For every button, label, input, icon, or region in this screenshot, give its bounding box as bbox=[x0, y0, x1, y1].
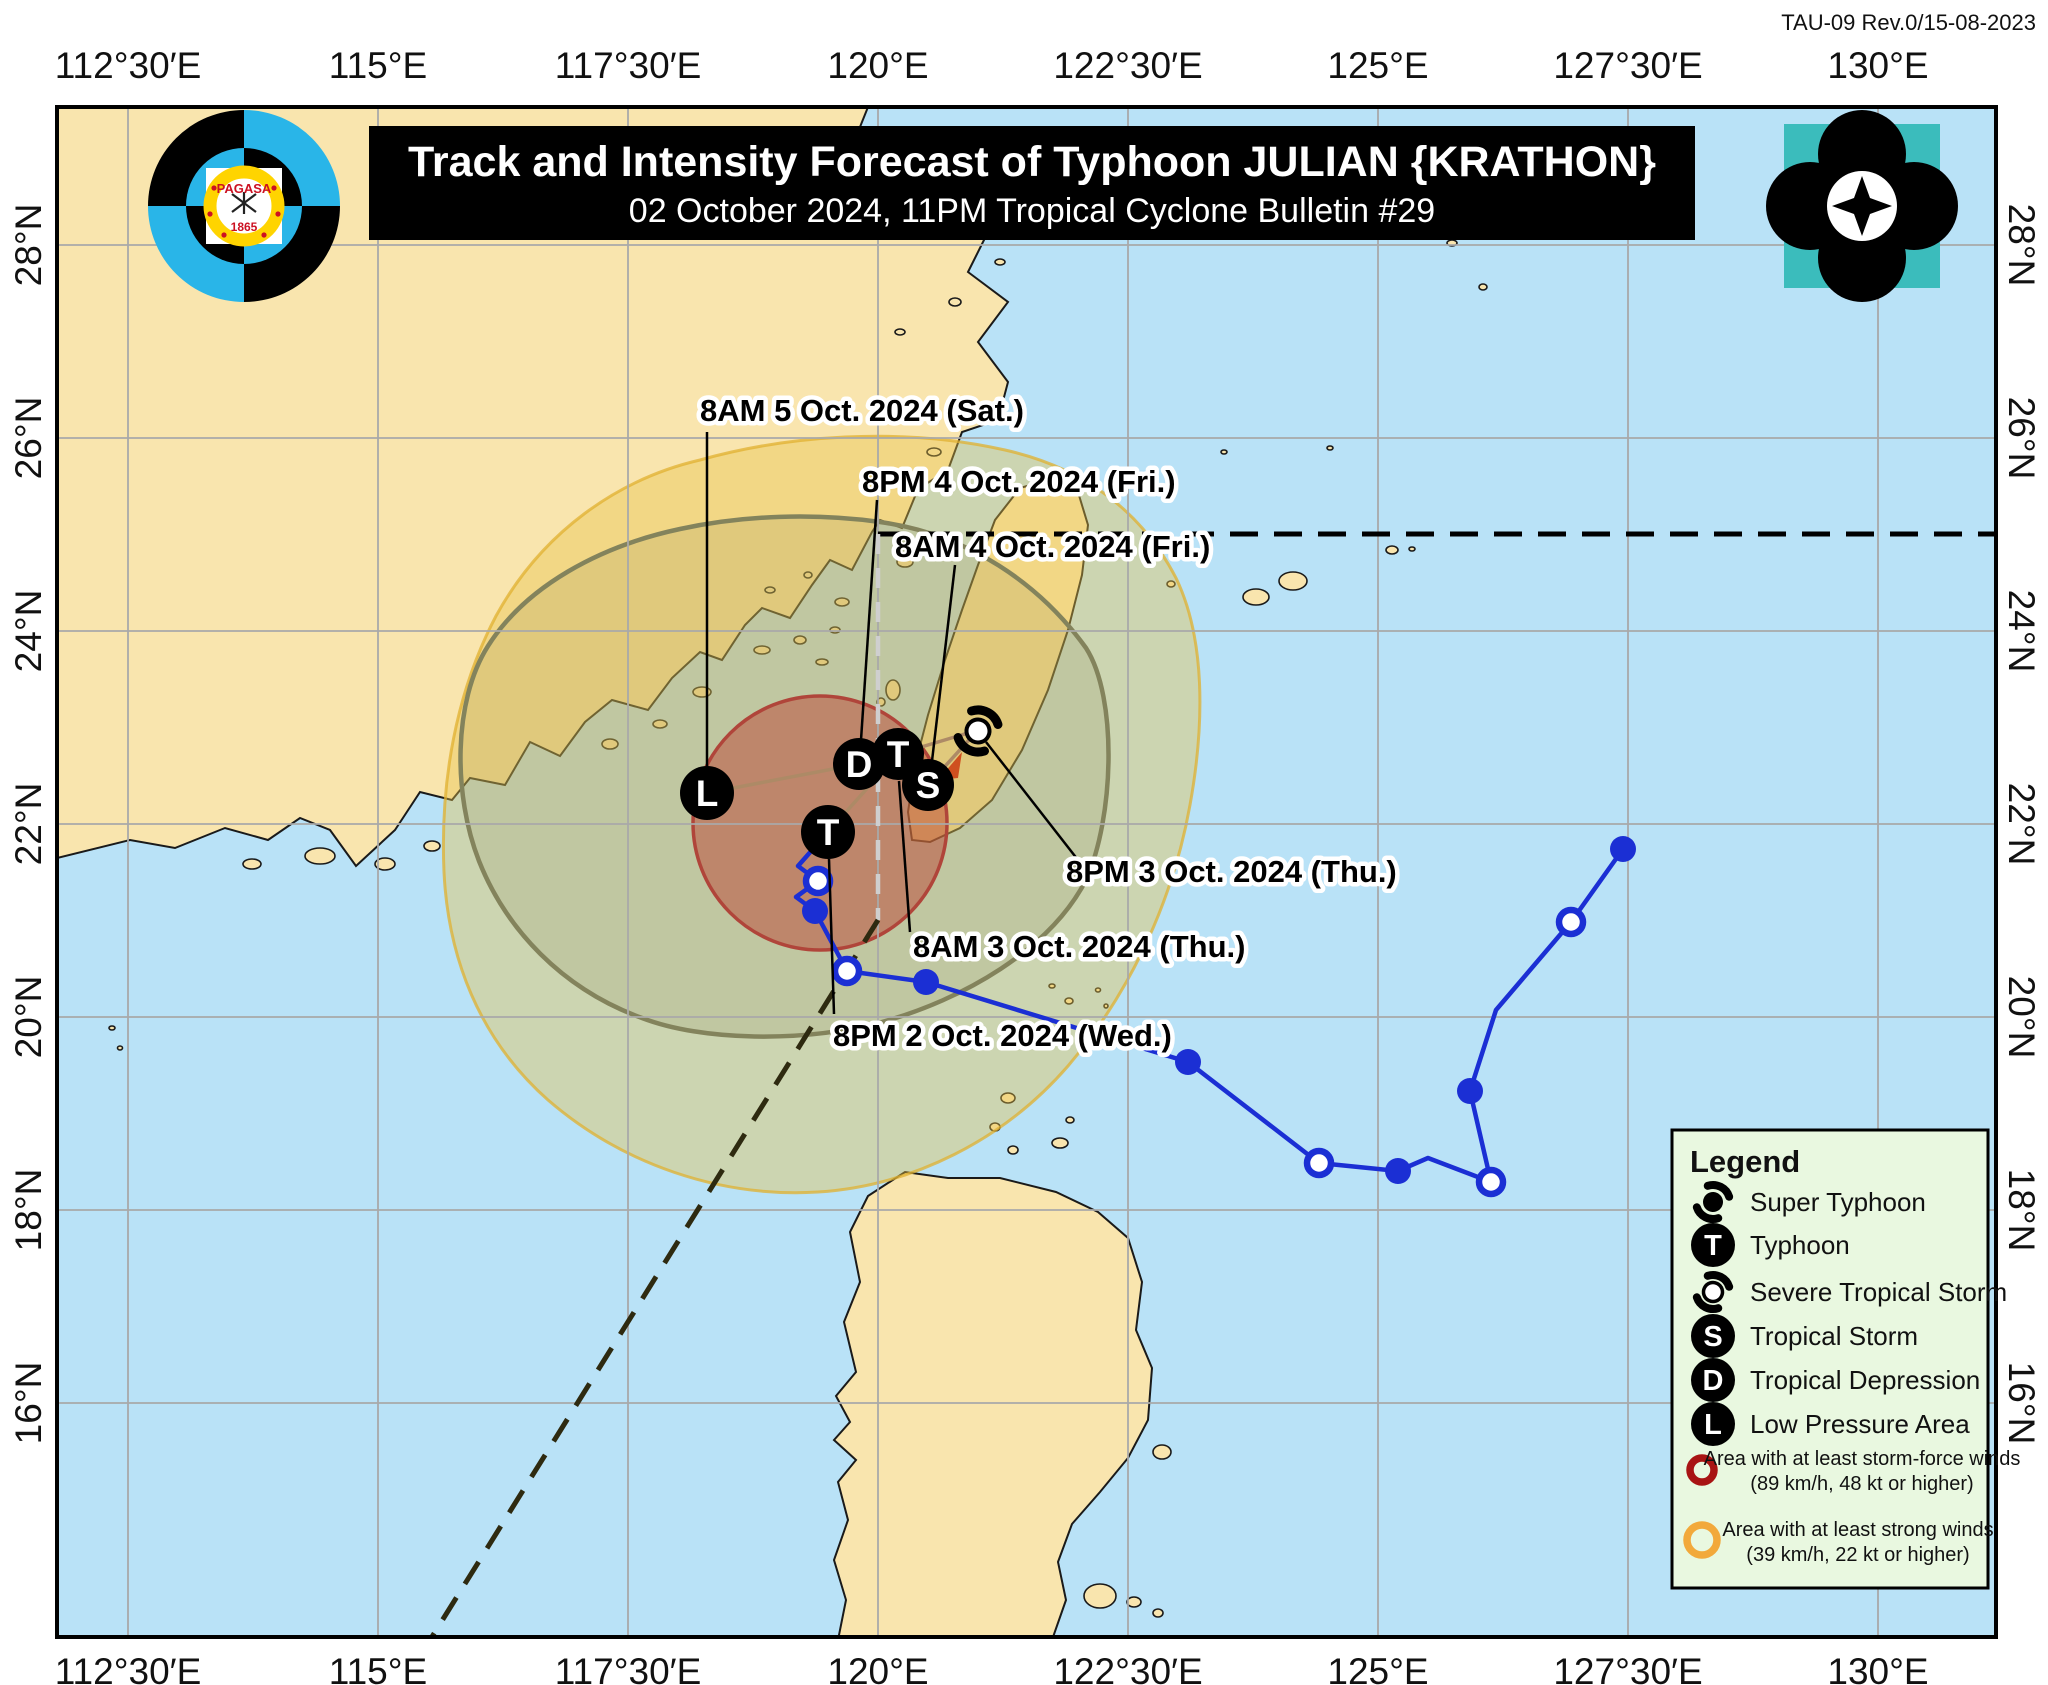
title-line1: Track and Intensity Forecast of Typhoon … bbox=[408, 138, 1656, 186]
legend-typhoon-icon bbox=[1691, 1223, 1735, 1267]
lat-label: 16°N bbox=[2001, 1362, 2042, 1445]
label-8pm-4-oct: 8PM 4 Oct. 2024 (Fri.) bbox=[862, 464, 1176, 499]
lon-label: 125°E bbox=[1327, 1651, 1428, 1685]
label-8pm-3-oct: 8PM 3 Oct. 2024 (Thu.) bbox=[1066, 854, 1397, 889]
legend-item-ts: Tropical Storm bbox=[1750, 1321, 1918, 1351]
lon-label: 122°30′E bbox=[1053, 45, 1202, 86]
axis-latitude-right: 28°N 26°N 24°N 22°N 20°N 18°N 16°N bbox=[2001, 204, 2042, 1445]
legend-ts-letter: S bbox=[1703, 1321, 1722, 1353]
marker-letter-d: D bbox=[846, 744, 873, 785]
lat-label: 28°N bbox=[8, 204, 49, 287]
legend-item-typhoon: Typhoon bbox=[1750, 1230, 1850, 1260]
axis-longitude-bottom: 112°30′E 115°E 117°30′E 120°E 122°30′E 1… bbox=[55, 1651, 1929, 1685]
legend-item-lpa: Low Pressure Area bbox=[1750, 1409, 1970, 1439]
legend-item-super-typhoon: Super Typhoon bbox=[1750, 1187, 1926, 1217]
dost-petals bbox=[1766, 110, 1958, 302]
dost-star-icon bbox=[1832, 176, 1892, 236]
legend-ts-icon bbox=[1691, 1314, 1735, 1358]
legend-strong-wind-ring-icon bbox=[1683, 1521, 1721, 1559]
legend-storm-force-ring-icon bbox=[1686, 1454, 1718, 1486]
lat-label: 24°N bbox=[2001, 590, 2042, 673]
lat-label: 18°N bbox=[8, 1169, 49, 1252]
marker-td-8pm4: D bbox=[833, 738, 885, 790]
lon-label: 115°E bbox=[329, 45, 427, 86]
legend-box bbox=[1670, 1128, 1990, 1590]
marker-lpa-8am5: L bbox=[680, 766, 734, 820]
legend-strong-wind-line1: Area with at least strong winds bbox=[1722, 1519, 1993, 1541]
pagasa-logo: PAGASA 1865 bbox=[148, 110, 340, 302]
lat-label: 16°N bbox=[8, 1362, 49, 1445]
lat-label: 22°N bbox=[8, 783, 49, 866]
label-8am-5-oct: 8AM 5 Oct. 2024 (Sat.) bbox=[700, 393, 1024, 428]
map-frame bbox=[55, 105, 1998, 1639]
legend: Legend Super Typhoon T Typhoon Severe Tr… bbox=[1670, 1128, 2021, 1590]
dost-logo bbox=[1766, 110, 1958, 302]
lon-label: 120°E bbox=[827, 1651, 928, 1685]
marker-letter-s: S bbox=[916, 765, 941, 806]
legend-lpa-icon bbox=[1691, 1402, 1735, 1446]
legend-title: Legend bbox=[1690, 1144, 1800, 1179]
title-line2: 02 October 2024, 11PM Tropical Cyclone B… bbox=[629, 192, 1435, 230]
marker-sts-8pm3-icon bbox=[953, 705, 1003, 757]
luzon-island bbox=[832, 1170, 1154, 1637]
lon-label: 127°30′E bbox=[1553, 45, 1702, 86]
marker-letter-l: L bbox=[696, 773, 719, 814]
history-points-filled bbox=[802, 836, 1636, 1184]
legend-super-typhoon-icon bbox=[1692, 1181, 1734, 1223]
axis-longitude-top: 112°30′E 115°E 117°30′E 120°E 122°30′E 1… bbox=[55, 45, 1929, 86]
pagasa-arrows-icon bbox=[231, 192, 257, 214]
legend-storm-force-line2: (89 km/h, 48 kt or higher) bbox=[1750, 1473, 1973, 1495]
lat-label: 26°N bbox=[8, 397, 49, 480]
lon-label: 122°30′E bbox=[1053, 1651, 1202, 1685]
legend-item-sts: Severe Tropical Storm bbox=[1750, 1277, 2007, 1307]
label-8am-4-oct: 8AM 4 Oct. 2024 (Fri.) bbox=[895, 529, 1210, 564]
lon-label: 125°E bbox=[1327, 45, 1428, 86]
lon-label: 120°E bbox=[827, 45, 928, 86]
lon-label: 127°30′E bbox=[1553, 1651, 1702, 1685]
lat-label: 24°N bbox=[8, 590, 49, 673]
legend-strong-wind-line2: (39 km/h, 22 kt or higher) bbox=[1746, 1544, 1969, 1566]
marker-letter-t-fcst: T bbox=[887, 734, 910, 775]
history-points-open bbox=[802, 865, 1587, 1198]
legend-sts-icon bbox=[1692, 1271, 1734, 1313]
gridlines bbox=[57, 107, 1996, 1637]
legend-typhoon-letter: T bbox=[1704, 1230, 1722, 1262]
pagasa-year: 1865 bbox=[231, 220, 258, 234]
axis-latitude-left: 28°N 26°N 24°N 22°N 20°N 18°N 16°N bbox=[8, 204, 49, 1445]
lat-label: 20°N bbox=[8, 976, 49, 1059]
legend-item-td: Tropical Depression bbox=[1750, 1365, 1980, 1395]
lat-label: 18°N bbox=[2001, 1169, 2042, 1252]
small-islands bbox=[108, 182, 1488, 1618]
lon-label: 130°E bbox=[1827, 45, 1928, 86]
lon-label: 117°30′E bbox=[555, 45, 702, 86]
lon-label: 130°E bbox=[1827, 1651, 1928, 1685]
revision-note: TAU-09 Rev.0/15-08-2023 bbox=[1781, 10, 2036, 35]
lat-label: 22°N bbox=[2001, 783, 2042, 866]
lat-label: 20°N bbox=[2001, 976, 2042, 1059]
lat-label: 26°N bbox=[2001, 397, 2042, 480]
map-area: 8AM 5 Oct. 2024 (Sat.) 8PM 4 Oct. 2024 (… bbox=[57, 107, 1996, 1637]
lat-label: 28°N bbox=[2001, 204, 2042, 287]
pagasa-name: PAGASA bbox=[217, 181, 272, 196]
lon-label: 115°E bbox=[329, 1651, 427, 1685]
par-boundary bbox=[428, 531, 1996, 1637]
callout-lines bbox=[705, 432, 1079, 1015]
legend-td-letter: D bbox=[1703, 1365, 1724, 1397]
marker-letter-t-current: T bbox=[817, 812, 840, 853]
title-banner: Track and Intensity Forecast of Typhoon … bbox=[369, 126, 1695, 240]
legend-lpa-letter: L bbox=[1704, 1409, 1722, 1441]
label-8am-3-oct: 8AM 3 Oct. 2024 (Thu.) bbox=[913, 929, 1245, 964]
lon-label: 117°30′E bbox=[555, 1651, 702, 1685]
legend-storm-force-line1: Area with at least storm-force winds bbox=[1704, 1448, 2021, 1470]
legend-td-icon bbox=[1691, 1358, 1735, 1402]
pagasa-stars bbox=[207, 185, 281, 238]
lon-label: 112°30′E bbox=[55, 45, 202, 86]
marker-typhoon-current: T bbox=[801, 805, 855, 859]
label-8pm-2-oct: 8PM 2 Oct. 2024 (Wed.) bbox=[833, 1018, 1172, 1053]
marker-ts-8am4: S bbox=[902, 759, 954, 811]
lon-label: 112°30′E bbox=[55, 1651, 202, 1685]
